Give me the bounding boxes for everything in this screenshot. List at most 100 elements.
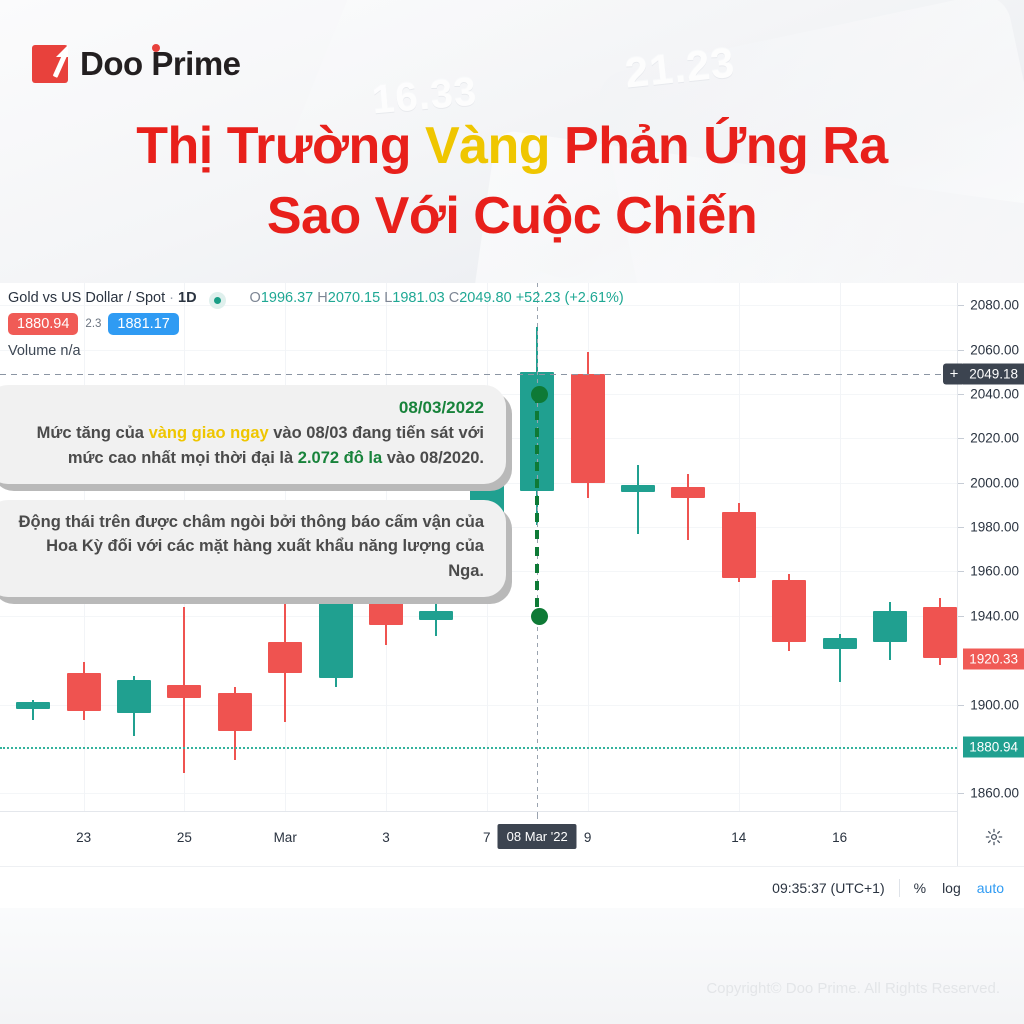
- callout-2-text: Động thái trên được châm ngòi bởi thông …: [8, 510, 484, 583]
- callout-1-body: Mức tăng của vàng giao ngay vào 08/03 đa…: [37, 424, 484, 466]
- price-axis-label: 1960.00: [970, 563, 1019, 579]
- headline-part-2: Phản Ứng Ra: [550, 117, 888, 175]
- candlestick[interactable]: [16, 283, 51, 811]
- callout-text-run: vàng giao ngay: [148, 424, 269, 443]
- price-axis-label: 1900.00: [970, 697, 1019, 712]
- time-axis-label: 16: [832, 830, 848, 845]
- candlestick[interactable]: [66, 283, 101, 811]
- callout-2-body: Động thái trên được châm ngòi bởi thông …: [19, 513, 484, 580]
- candle-body: [217, 693, 252, 732]
- hero-banner: 16.33 21.23 Doo Prime Thị Trường Vàng Ph…: [0, 0, 1024, 283]
- price-axis-label: 2000.00: [970, 475, 1019, 491]
- timeframe-label[interactable]: 1D: [178, 289, 197, 306]
- crosshair-price-tag[interactable]: 2049.18: [963, 363, 1024, 385]
- candlestick[interactable]: [217, 283, 252, 811]
- volume-row: Volume n/a: [8, 343, 81, 359]
- status-divider: [898, 879, 900, 897]
- candlestick[interactable]: [369, 283, 403, 811]
- candle-wick: [838, 633, 841, 683]
- time-axis-label: 23: [76, 830, 92, 845]
- annotation-marker-dot-2: [531, 607, 549, 625]
- symbol-name[interactable]: Gold vs US Dollar / Spot: [8, 289, 166, 306]
- high-label: H: [317, 289, 328, 306]
- chart-status-bar[interactable]: 09:35:37 (UTC+1) % log auto: [0, 866, 1024, 910]
- horizontal-gridline: [0, 305, 957, 307]
- clock-label[interactable]: 09:35:37 (UTC+1): [772, 880, 885, 896]
- add-order-button[interactable]: +: [943, 363, 965, 385]
- price-tick: [958, 615, 964, 617]
- high-value: 2070.15: [327, 289, 381, 306]
- last-price-tag[interactable]: 1880.94: [963, 736, 1024, 758]
- percent-scale-button[interactable]: %: [913, 880, 927, 896]
- horizontal-gridline: [0, 615, 957, 617]
- candlestick[interactable]: [167, 283, 202, 811]
- price-axis-label: 1940.00: [970, 608, 1019, 624]
- chart-legend[interactable]: Gold vs US Dollar / Spot · 1D O1996.37 H…: [8, 289, 624, 309]
- current-price-tag[interactable]: 1920.33: [963, 648, 1024, 670]
- callout-1-text: 08/03/2022 Mức tăng của vàng giao ngay v…: [8, 395, 484, 470]
- candle-body: [268, 642, 303, 674]
- candle-body: [117, 680, 151, 714]
- ohlc-values: O1996.37 H2070.15 L1981.03 C2049.80 +52.…: [250, 290, 624, 306]
- candlestick[interactable]: [621, 283, 655, 811]
- candle-body: [772, 580, 807, 643]
- bid-price-badge[interactable]: 1880.94: [8, 313, 79, 335]
- open-label: O: [249, 289, 261, 306]
- callout-bubble-1: 08/03/2022 Mức tăng của vàng giao ngay v…: [0, 385, 506, 484]
- price-axis-label: 2020.00: [970, 430, 1019, 446]
- callout-text-run: vào 08/03 đang tiến sát với mức cao nhất…: [67, 424, 484, 467]
- close-label: C: [448, 289, 460, 306]
- candle-wick: [637, 464, 639, 534]
- candle-body: [167, 684, 202, 698]
- callout-text-run: 2.072 đô la: [297, 448, 383, 467]
- candle-body: [570, 373, 605, 483]
- price-tick: [958, 305, 964, 307]
- price-axis-label: 2060.00: [970, 342, 1019, 358]
- price-tick: [958, 438, 964, 440]
- candlestick[interactable]: [923, 283, 957, 811]
- headline-highlight: Vàng: [424, 117, 551, 175]
- price-axis-label: 2040.00: [970, 386, 1019, 402]
- price-axis[interactable]: 2080.00 2060.00 2040.00 2020.00 2000.00 1980.…: [943, 283, 1024, 866]
- headline-line-2: Sao Với Cuộc Chiến: [266, 186, 758, 245]
- gear-icon[interactable]: [985, 828, 1003, 846]
- low-value: 1981.03: [392, 289, 445, 306]
- candle-body: [721, 511, 756, 579]
- candlestick[interactable]: [570, 283, 605, 811]
- time-axis-label: 3: [382, 830, 390, 845]
- doo-prime-mark-icon: [32, 45, 69, 83]
- log-scale-button[interactable]: log: [942, 880, 961, 896]
- time-axis-label: 9: [583, 830, 592, 845]
- candlestick[interactable]: [117, 283, 151, 811]
- candlestick[interactable]: [873, 283, 907, 811]
- candlestick[interactable]: [268, 283, 303, 811]
- price-tick: [958, 571, 964, 573]
- last-price-line: [0, 746, 957, 749]
- annotation-marker-line: [535, 393, 540, 616]
- price-tick: [958, 393, 964, 395]
- time-axis-label: 14: [731, 830, 747, 845]
- copyright-text: Copyright© Doo Prime. All Rights Reserve…: [706, 980, 1000, 997]
- logo-accent-dot-icon: [152, 44, 160, 52]
- candle-wick: [32, 700, 35, 721]
- candle-body: [671, 487, 706, 499]
- price-tick: [958, 349, 964, 351]
- time-axis[interactable]: 23 25 Mar 3 7 9 14 16 08 Mar '22: [0, 811, 957, 867]
- horizontal-gridline: [0, 349, 957, 351]
- candlestick[interactable]: [822, 283, 857, 811]
- time-axis-label: 7: [483, 830, 491, 845]
- candlestick[interactable]: [721, 283, 756, 811]
- auto-scale-button[interactable]: auto: [976, 880, 1004, 896]
- legend-separator: ·: [169, 289, 174, 306]
- quote-badges[interactable]: 1880.94 2.3 1881.17: [8, 313, 179, 335]
- brand-logo-text: Doo Prime: [80, 45, 241, 82]
- volume-label: Volume: [8, 343, 57, 359]
- candlestick[interactable]: [772, 283, 807, 811]
- candlestick[interactable]: [671, 283, 706, 811]
- price-tick: [958, 704, 964, 706]
- annotation-marker-dot-1: [531, 385, 549, 403]
- crosshair-time-tag[interactable]: 08 Mar '22: [497, 824, 577, 849]
- price-tick: [958, 527, 964, 529]
- candlestick[interactable]: [419, 283, 454, 811]
- ask-price-badge[interactable]: 1881.17: [108, 313, 179, 335]
